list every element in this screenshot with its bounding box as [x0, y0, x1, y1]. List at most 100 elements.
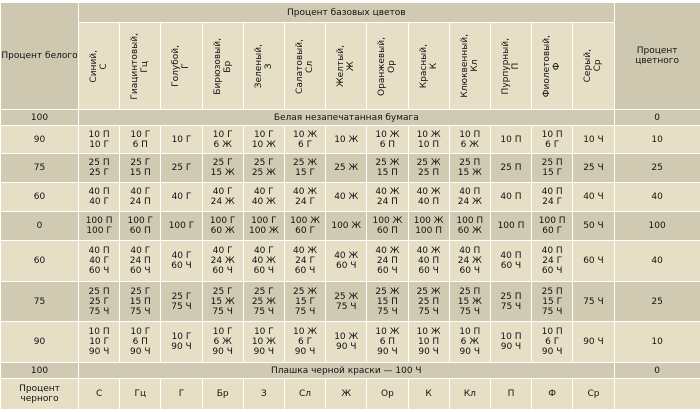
mix-component: 10 П: [409, 337, 449, 347]
column-code: Ор: [387, 60, 397, 73]
mix-component: 15 П: [120, 168, 160, 178]
column-code: Кл: [470, 60, 480, 72]
mix-component: 10 П: [450, 327, 490, 337]
column-name: Оранжевый,: [377, 37, 387, 96]
mix-component: 10 Г: [79, 337, 119, 347]
column-code-footer: Ф: [532, 379, 573, 410]
mix-component: 60 Ч: [285, 266, 325, 276]
mix-component: 60 Ч: [409, 266, 449, 276]
mix-component: 40 П: [409, 256, 449, 266]
mix-component: 6 Г: [532, 140, 572, 150]
mix-component: 60 Ч: [244, 266, 284, 276]
mix-component: 25 Г: [244, 287, 284, 297]
mix-component: 25 Г: [79, 168, 119, 178]
mix-component: 10 П: [532, 130, 572, 140]
mix-component: 24 Г: [285, 256, 325, 266]
mix-component: 15 Г: [285, 168, 325, 178]
mix-component: 25 Г: [120, 287, 160, 297]
colored-percent-cell: 0: [614, 363, 700, 379]
mix-component: 40 П: [450, 246, 490, 256]
mix-component: 60 Ч: [532, 266, 572, 276]
mix-component: 75 Ч: [244, 307, 284, 317]
column-name: Фиолетовый,: [542, 35, 552, 97]
white-percent-cell: 100: [1, 110, 79, 126]
column-code: Бр: [223, 60, 233, 72]
column-code-footer: Гц: [120, 379, 161, 410]
mix-component: 25 Ж: [409, 158, 449, 168]
empty-cell: [614, 379, 700, 410]
mix-component: 6 Г: [285, 140, 325, 150]
column-code-footer: Бр: [202, 379, 243, 410]
mix-component: 6 Г: [285, 337, 325, 347]
mix-component: 25 П: [79, 287, 119, 297]
column-name: Красный,: [419, 44, 429, 88]
mix-component: 25 Г: [203, 158, 243, 168]
column-code-footer: Сл: [284, 379, 325, 410]
mix-component: 60 Г: [285, 226, 325, 236]
mix-component: 15 Г: [285, 297, 325, 307]
column-code-footer: П: [490, 379, 531, 410]
mix-component: 25 П: [450, 158, 490, 168]
mix-component: 90 Ч: [409, 347, 449, 357]
column-name: Пурпурный,: [501, 38, 511, 94]
span-label: Плашка черной краски — 100 Ч: [79, 363, 615, 379]
mix-component: 40 Ж: [285, 187, 325, 197]
mix-component: 100 Г: [244, 216, 284, 226]
mix-component: 40 Ж: [326, 251, 366, 261]
mix-component: 40 Г: [203, 187, 243, 197]
mix-component: 15 Ж: [203, 168, 243, 178]
column-code: Г: [181, 63, 191, 69]
colored-percent-cell: 40: [614, 241, 700, 282]
mix-component: 75 Ч: [491, 302, 531, 312]
mix-component: 100 Ж: [285, 216, 325, 226]
mix-component: 15 П: [367, 168, 407, 178]
mix-component: 60 Ч: [79, 266, 119, 276]
mix-component: 10 Г: [161, 332, 201, 342]
mix-component: 10 П: [532, 327, 572, 337]
column-header: Клюквенный,Кл: [449, 23, 490, 110]
mix-component: 10 Ж: [326, 135, 366, 145]
column-code: Ж: [346, 61, 356, 71]
black-percent-header: Процент черного: [1, 379, 79, 410]
mix-component: 10 П: [79, 327, 119, 337]
mix-component: 25 Ж: [326, 292, 366, 302]
column-header: Оранжевый,Ор: [367, 23, 408, 110]
mix-component: 25 Г: [120, 158, 160, 168]
mix-component: 10 П: [450, 130, 490, 140]
mix-component: 6 Ж: [203, 337, 243, 347]
colored-percent-cell: 40: [614, 183, 700, 212]
mix-component: 15 П: [120, 297, 160, 307]
mix-component: 90 Ч: [532, 347, 572, 357]
mix-component: 10 Ж: [285, 130, 325, 140]
mix-component: 40 П: [409, 197, 449, 207]
mix-cell: 40 Ч: [573, 183, 614, 212]
span-label: Белая незапечатанная бумага: [79, 110, 615, 126]
mix-component: 25 П: [409, 297, 449, 307]
colored-percent-cell: 10: [614, 126, 700, 154]
mix-component: 24 Ж: [450, 197, 490, 207]
mix-component: 10 Г: [79, 140, 119, 150]
mix-cell: 40 Г: [161, 183, 202, 212]
column-name: Гиацинтовый,: [130, 33, 140, 100]
